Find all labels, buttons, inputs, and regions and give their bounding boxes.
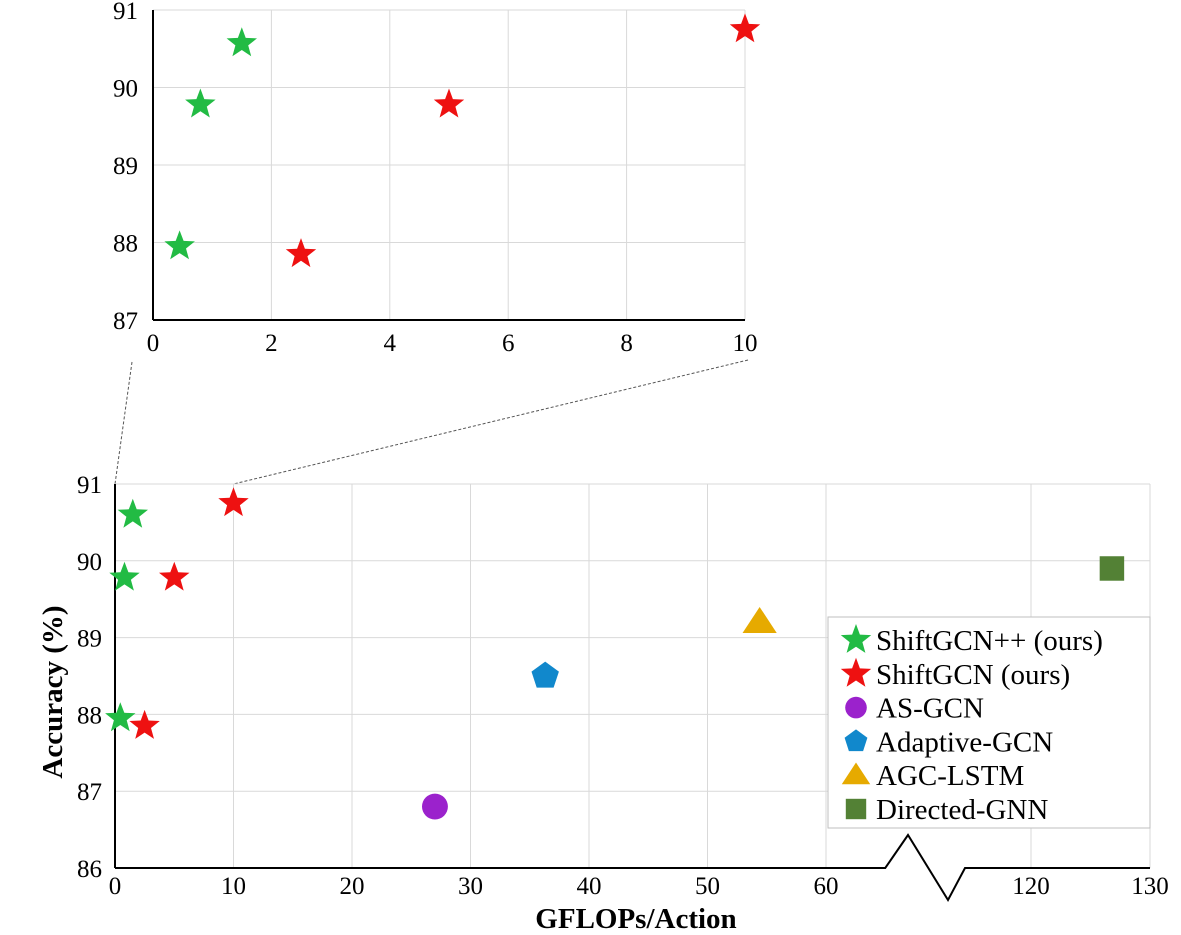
y-axis-title: Accuracy (%)	[37, 605, 69, 778]
main-point-shiftgcnpp-ours	[105, 702, 136, 732]
main-point-adaptive-gcn	[531, 661, 559, 688]
main-axes	[114, 484, 1150, 903]
inset-chart: 0 2 4 6 8 10 87 88 89 90 91	[113, 0, 761, 357]
main-point-as-gcn	[421, 793, 448, 820]
inset-grid	[153, 9, 746, 320]
main-x-axis-with-break	[115, 833, 1150, 903]
legend-label-adaptive-gcn: Adaptive-GCN	[876, 726, 1053, 758]
main-x-tick-label: 120	[1012, 873, 1050, 900]
main-point-shiftgcn-ours	[218, 487, 249, 517]
inset-point-shiftgcnpp-ours	[164, 230, 195, 260]
inset-x-tick-label: 10	[733, 330, 758, 357]
inset-y-tick-label: 90	[113, 76, 138, 103]
inset-point-shiftgcn-ours	[433, 88, 465, 118]
inset-y-tick-label: 91	[113, 0, 138, 25]
legend-marker-shiftgcn-ours	[840, 657, 872, 687]
inset-x-tick-label: 8	[620, 330, 633, 357]
inset-x-tick-label: 4	[384, 330, 397, 357]
legend-marker-adaptive-gcn	[844, 729, 868, 752]
main-ticks: 0 10 20 30 40 50 60 120 130 86 87 88 89 90 91	[77, 472, 1169, 900]
zoom-connector-lines	[114, 359, 749, 485]
main-y-tick-label: 87	[77, 779, 102, 806]
main-point-directed-gnn	[1099, 556, 1125, 581]
main-y-tick-label: 88	[77, 702, 102, 729]
inset-points	[164, 13, 761, 268]
inset-ticks: 0 2 4 6 8 10 87 88 89 90 91	[113, 0, 758, 357]
inset-point-shiftgcn-ours	[285, 238, 317, 268]
main-x-tick-label: 130	[1131, 873, 1169, 900]
inset-y-tick-label: 88	[113, 231, 138, 258]
main-x-tick-label: 40	[577, 873, 602, 900]
inset-x-tick-label: 2	[265, 330, 278, 357]
legend: ShiftGCN++ (ours)ShiftGCN (ours)AS-GCNAd…	[827, 616, 1151, 829]
main-point-shiftgcn-ours	[159, 561, 190, 591]
main-y-tick-label: 86	[77, 856, 102, 883]
main-x-tick-label: 60	[814, 873, 839, 900]
legend-label-directed-gnn: Directed-GNN	[876, 794, 1048, 826]
inset-y-tick-label: 89	[113, 153, 138, 180]
main-x-tick-label: 10	[221, 873, 246, 900]
main-points	[105, 487, 1125, 820]
inset-point-shiftgcn-ours	[729, 13, 761, 43]
main-x-tick-label: 0	[109, 873, 122, 900]
inset-y-tick-label: 87	[113, 308, 138, 335]
main-y-tick-label: 90	[77, 549, 102, 576]
main-point-shiftgcnpp-ours	[117, 498, 148, 528]
main-point-agc-lstm	[742, 606, 777, 634]
legend-marker-agc-lstm	[841, 762, 871, 785]
legend-marker-directed-gnn	[845, 798, 867, 820]
inset-point-shiftgcnpp-ours	[226, 27, 257, 57]
main-chart: 0 10 20 30 40 50 60 120 130 86 87 88 89 90 91 GFLOPs/A…	[37, 472, 1169, 935]
inset-axes	[152, 10, 745, 321]
main-grid	[115, 483, 1151, 868]
main-x-tick-label: 30	[458, 873, 483, 900]
x-axis-title: GFLOPs/Action	[535, 903, 736, 935]
inset-x-tick-label: 6	[502, 330, 515, 357]
main-y-tick-label: 91	[77, 472, 102, 499]
main-point-shiftgcn-ours	[129, 709, 160, 739]
legend-marker-as-gcn	[845, 696, 867, 719]
zoom-line-right	[233, 359, 749, 485]
legend-label-shiftgcn-ours: ShiftGCN (ours)	[876, 659, 1070, 691]
inset-x-tick-label: 0	[147, 330, 160, 357]
inset-point-shiftgcnpp-ours	[185, 88, 216, 118]
main-y-tick-label: 89	[77, 626, 102, 653]
zoom-line-left	[114, 361, 133, 485]
legend-marker-shiftgcnpp-ours	[840, 624, 872, 653]
legend-label-shiftgcnpp-ours: ShiftGCN++ (ours)	[876, 625, 1103, 657]
legend-box	[827, 616, 1151, 829]
legend-label-as-gcn: AS-GCN	[876, 693, 984, 725]
main-x-tick-label: 20	[340, 873, 365, 900]
main-x-tick-label: 50	[695, 873, 720, 900]
main-point-shiftgcnpp-ours	[109, 561, 140, 591]
legend-label-agc-lstm: AGC-LSTM	[876, 760, 1024, 792]
